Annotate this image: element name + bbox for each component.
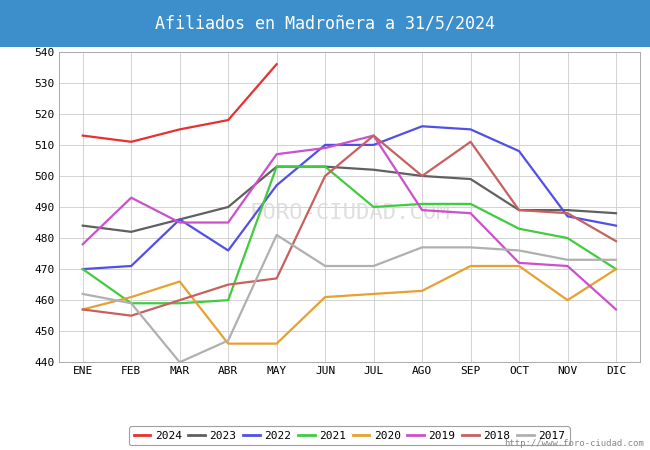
- Text: http://www.foro-ciudad.com: http://www.foro-ciudad.com: [504, 439, 644, 448]
- Text: FORO-CIUDAD.COM: FORO-CIUDAD.COM: [249, 203, 450, 223]
- Text: Afiliados en Madroñera a 31/5/2024: Afiliados en Madroñera a 31/5/2024: [155, 14, 495, 33]
- Legend: 2024, 2023, 2022, 2021, 2020, 2019, 2018, 2017: 2024, 2023, 2022, 2021, 2020, 2019, 2018…: [129, 426, 569, 445]
